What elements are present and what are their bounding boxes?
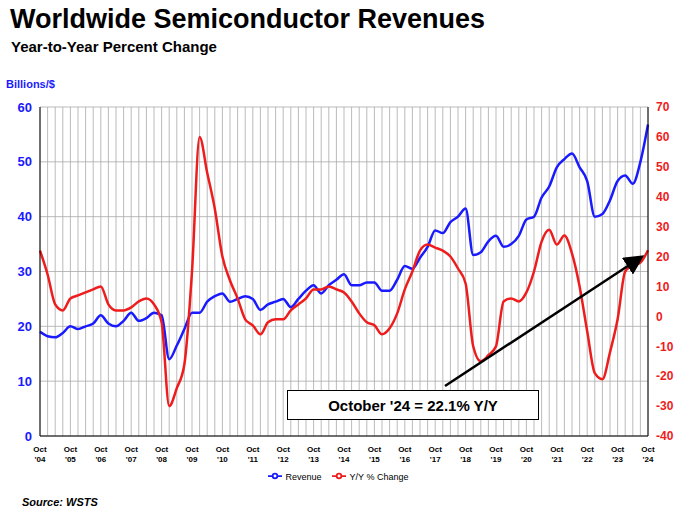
svg-text:Oct'08: Oct'08 (155, 445, 169, 464)
svg-text:Oct'23: Oct'23 (611, 445, 625, 464)
svg-text:30: 30 (656, 220, 670, 234)
svg-text:-10: -10 (656, 340, 674, 354)
html-text:Revenue: Revenue (285, 472, 322, 482)
svg-text:20: 20 (656, 250, 670, 264)
svg-text:20: 20 (18, 319, 32, 334)
svg-text:40: 40 (18, 209, 32, 224)
svg-text:Oct'14: Oct'14 (337, 445, 351, 464)
svg-text:Oct'20: Oct'20 (520, 445, 534, 464)
html-text:Billions/$: Billions/$ (6, 78, 55, 90)
svg-text:Oct'06: Oct'06 (94, 445, 108, 464)
svg-text:Oct'07: Oct'07 (125, 445, 139, 464)
html-text:Worldwide Semiconductor Revenu: Worldwide Semiconductor Revenues (10, 4, 486, 34)
svg-text:Oct'15: Oct'15 (368, 445, 382, 464)
html-text:Y/Y % Change: Y/Y % Change (349, 472, 409, 482)
svg-text:Oct'13: Oct'13 (307, 445, 321, 464)
svg-text:50: 50 (18, 154, 32, 169)
svg-text:0: 0 (656, 310, 663, 324)
svg-text:0: 0 (25, 429, 32, 444)
svg-text:Oct'09: Oct'09 (185, 445, 199, 464)
svg-text:-30: -30 (656, 399, 674, 413)
svg-text:Oct'16: Oct'16 (398, 445, 412, 464)
html-text:October '24 = 22.1% Y/Y: October '24 = 22.1% Y/Y (328, 396, 498, 414)
svg-text:60: 60 (656, 130, 670, 144)
svg-text:-40: -40 (656, 429, 674, 443)
svg-text:30: 30 (18, 264, 32, 279)
html-text:Source: WSTS: Source: WSTS (22, 496, 98, 508)
svg-text:60: 60 (18, 100, 32, 115)
svg-text:Oct'04: Oct'04 (33, 445, 47, 464)
svg-text:10: 10 (18, 374, 32, 389)
svg-text:Oct'18: Oct'18 (459, 445, 473, 464)
html-text:Year-to-Year Percent Change: Year-to-Year Percent Change (11, 38, 217, 55)
svg-text:Oct'12: Oct'12 (277, 445, 291, 464)
svg-text:Oct'21: Oct'21 (550, 445, 564, 464)
svg-text:Oct'05: Oct'05 (64, 445, 78, 464)
svg-text:Oct'24: Oct'24 (641, 445, 655, 464)
svg-text:Oct'17: Oct'17 (429, 445, 443, 464)
svg-text:Oct'11: Oct'11 (246, 445, 260, 464)
svg-text:40: 40 (656, 190, 670, 204)
svg-text:Oct'22: Oct'22 (581, 445, 595, 464)
svg-text:-20: -20 (656, 369, 674, 383)
svg-text:Oct'10: Oct'10 (216, 445, 230, 464)
svg-text:10: 10 (656, 280, 670, 294)
svg-text:50: 50 (656, 160, 670, 174)
svg-text:70: 70 (656, 100, 670, 114)
svg-text:Oct'19: Oct'19 (489, 445, 503, 464)
